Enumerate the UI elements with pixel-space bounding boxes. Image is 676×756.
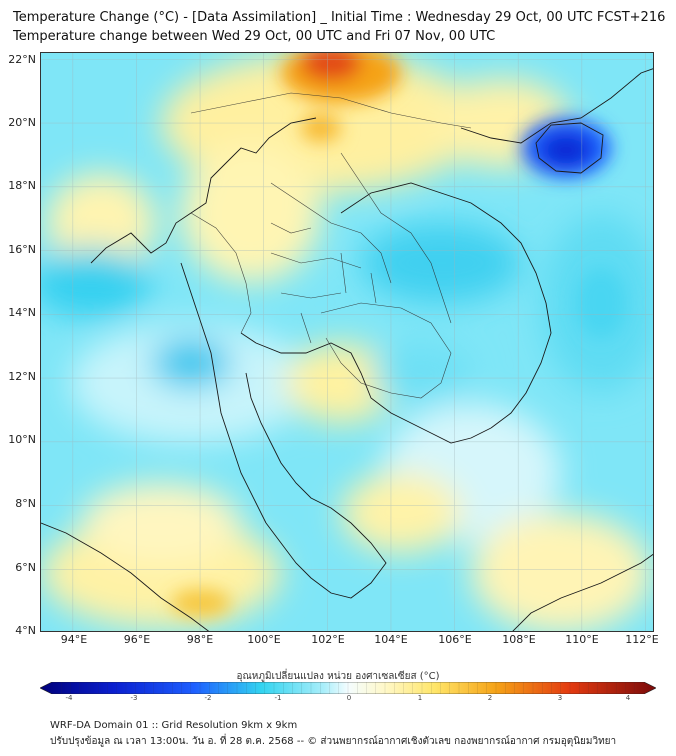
coast-vietnam: [340, 182, 552, 429]
colorbar-title: อุณหภูมิเปลี่ยนแปลง หน่วย องศาเซลเซียส (…: [236, 671, 440, 682]
lat-label-12n: 12°N: [8, 370, 36, 383]
lon-label-100e: 100°E: [247, 633, 281, 646]
political-borders: [190, 92, 472, 399]
chart-subtitle: Temperature change between Wed 29 Oct, 0…: [13, 29, 496, 44]
colorbar-tick: 1: [417, 694, 423, 702]
colorbar-tick: -1: [274, 694, 282, 702]
border-cambodia: [320, 302, 452, 399]
lat-label-14n: 14°N: [8, 306, 36, 319]
lat-label-6n: 6°N: [15, 561, 36, 574]
border-myanmar-thailand: [190, 212, 252, 334]
border-laos-vietnam: [340, 152, 452, 324]
border-provinces-1: [270, 222, 362, 299]
chart-title: Temperature Change (°C) - [Data Assimila…: [13, 10, 666, 25]
field-blobs: [41, 53, 653, 631]
colorbar: [40, 682, 656, 694]
lon-label-94e: 94°E: [60, 633, 88, 646]
coast-china-south: [460, 68, 653, 144]
colorbar-tick: -3: [130, 694, 138, 702]
lat-label-22n: 22°N: [8, 53, 36, 66]
graticule: [41, 53, 653, 631]
footer-model-info: WRF-DA Domain 01 :: Grid Resolution 9km …: [50, 720, 298, 731]
coast-andaman-east: [180, 262, 267, 524]
lon-label-102e: 102°E: [311, 633, 345, 646]
colorbar-tick: 2: [487, 694, 493, 702]
lon-label-98e: 98°E: [186, 633, 214, 646]
coast-malay: [245, 372, 387, 599]
lat-label-16n: 16°N: [8, 243, 36, 256]
colorbar-tick: 3: [557, 694, 563, 702]
field-hotspots: [171, 53, 626, 617]
colorbar-tick: 4: [625, 694, 631, 702]
coastlines: [41, 68, 653, 631]
border-provinces-2: [300, 252, 377, 344]
lon-label-96e: 96°E: [123, 633, 151, 646]
footer-credit: ปรับปรุงข้อมูล ณ เวลา 13:00น. วัน อ. ที่…: [50, 736, 617, 747]
lat-label-10n: 10°N: [8, 433, 36, 446]
lon-label-110e: 110°E: [565, 633, 599, 646]
coast-gulf-thailand: [240, 332, 492, 444]
coast-borneo-north: [512, 553, 653, 631]
coast-myanmar-west: [90, 117, 317, 264]
colorbar-dividers: [61, 682, 635, 694]
colorbar-body: [40, 682, 656, 694]
border-china: [190, 92, 472, 129]
lon-label-108e: 108°E: [502, 633, 536, 646]
lat-label-20n: 20°N: [8, 116, 36, 129]
lon-label-104e: 104°E: [374, 633, 408, 646]
map-canvas: [41, 53, 653, 631]
colorbar-tick: -2: [204, 694, 212, 702]
lon-label-112e: 112°E: [625, 633, 659, 646]
colorbar-tick: -4: [65, 694, 73, 702]
colorbar-tick-row: -4 -3 -2 -1 0 1 2 3 4: [0, 694, 676, 704]
temperature-change-map: [40, 52, 654, 632]
lon-label-106e: 106°E: [438, 633, 472, 646]
colorbar-tick: 0: [346, 694, 352, 702]
coast-sumatra-north: [41, 522, 210, 631]
lat-label-8n: 8°N: [15, 497, 36, 510]
lat-label-4n: 4°N: [15, 624, 36, 637]
coast-hainan: [535, 122, 604, 174]
lat-label-18n: 18°N: [8, 179, 36, 192]
border-thailand-laos: [270, 182, 392, 284]
